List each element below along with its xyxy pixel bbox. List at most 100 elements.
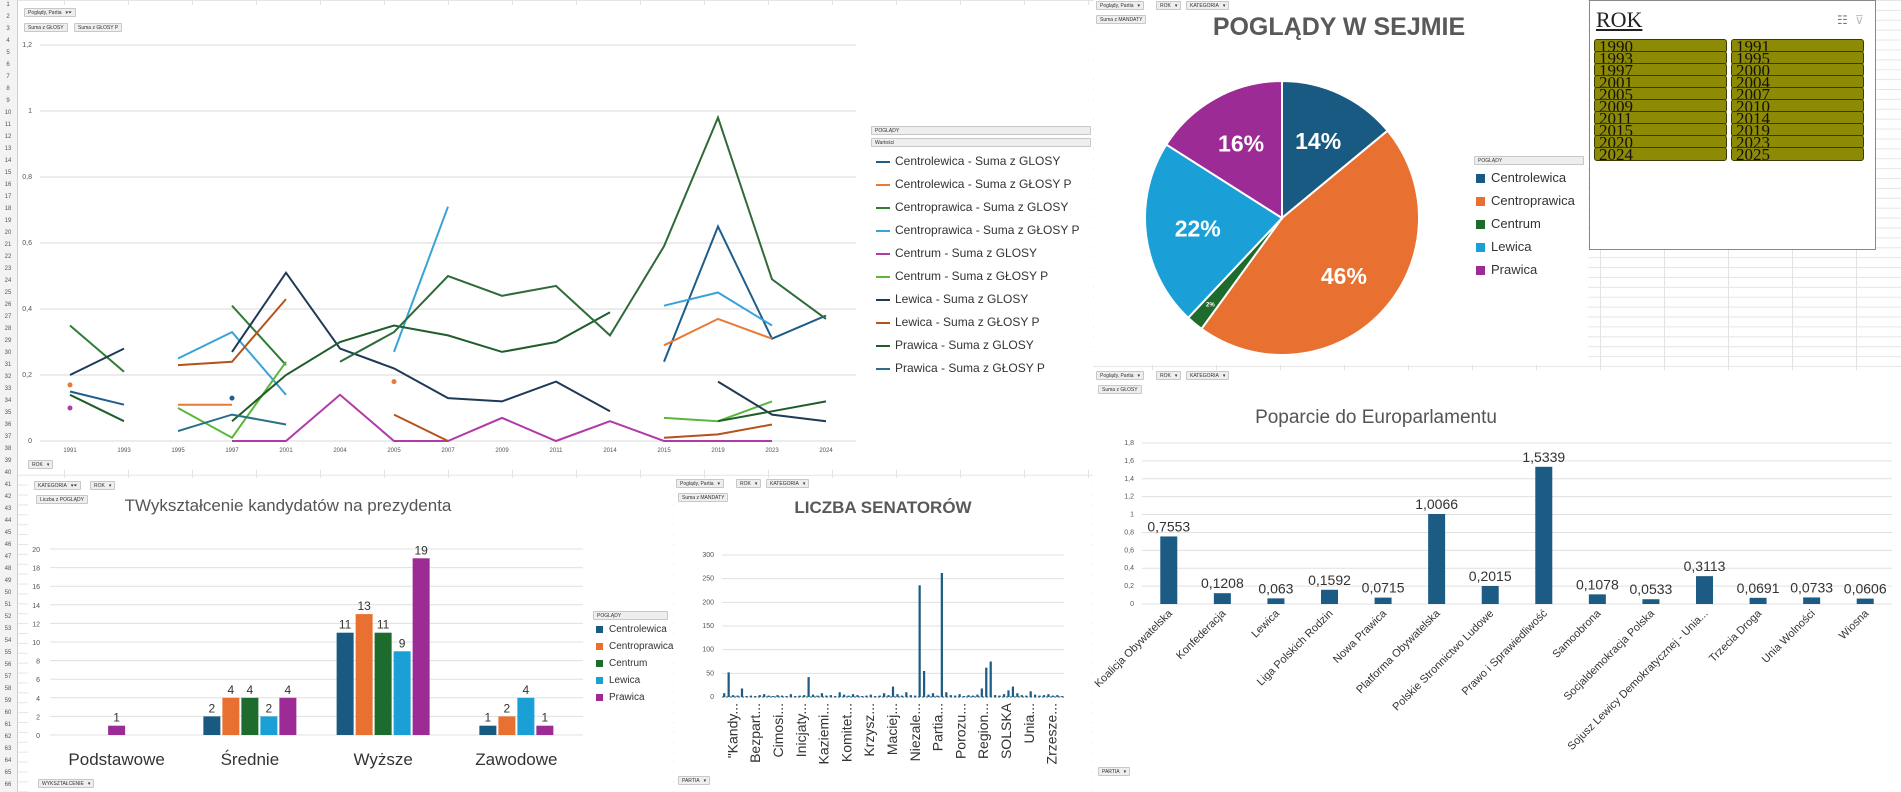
row-number[interactable]: 54 [4, 638, 12, 644]
bar[interactable] [998, 695, 1001, 697]
line-chart[interactable]: Poglądy, Partia ▾⏷ Suma z GŁOSY Suma z GŁ… [18, 5, 1093, 470]
senators-chart[interactable]: Poglądy, Partia ▾ ROK ▾ KATEGORIA ▾ Suma z … [674, 478, 1092, 792]
legend-entry[interactable]: Prawica [1476, 262, 1537, 277]
bar[interactable] [731, 695, 735, 697]
bar[interactable] [927, 694, 930, 697]
series-line[interactable] [231, 270, 611, 413]
legend-entry[interactable]: Centroprawica - Suma z GLOSY [876, 200, 1068, 214]
row-number[interactable]: 61 [4, 722, 12, 728]
slicer-item[interactable]: 2024 [1594, 147, 1727, 161]
row-number[interactable]: 25 [4, 290, 12, 296]
bar[interactable] [260, 716, 278, 735]
bar[interactable] [767, 695, 770, 697]
row-number[interactable]: 42 [4, 494, 12, 500]
pie-filter-button-2[interactable]: ROK ▾ [1156, 1, 1182, 10]
bar[interactable] [887, 695, 890, 697]
row-number[interactable]: 28 [4, 326, 12, 332]
pie-slice[interactable] [1281, 79, 1389, 221]
bar[interactable] [412, 558, 430, 735]
bar[interactable] [865, 695, 868, 697]
row-number[interactable]: 7 [6, 74, 10, 80]
slicer-item[interactable]: 2023 [1731, 135, 1864, 149]
bar[interactable] [789, 694, 792, 697]
row-number[interactable]: 64 [4, 758, 12, 764]
edu-filter-button-1[interactable]: KATEGORIA ▾⏷ [34, 481, 82, 490]
pie-slice[interactable] [1164, 79, 1283, 220]
bar[interactable] [825, 695, 828, 697]
row-number[interactable]: 4 [6, 38, 10, 44]
legend-entry[interactable]: Lewica [1476, 239, 1531, 254]
bar[interactable] [1047, 694, 1050, 697]
bar[interactable] [856, 695, 859, 697]
series-line-point[interactable] [391, 379, 397, 385]
filter-button[interactable]: Poglądy, Partia ▾⏷ [24, 8, 77, 17]
row-number[interactable]: 19 [4, 218, 12, 224]
edu-filter-button-2[interactable]: ROK ▾ [90, 481, 116, 490]
row-number[interactable]: 8 [6, 86, 10, 92]
bar[interactable] [1213, 593, 1231, 604]
legend-entry[interactable]: Lewica [596, 675, 640, 686]
bar[interactable] [914, 695, 917, 697]
edu-axis-button[interactable]: WYKSZTAŁCENIE ▾ [38, 779, 95, 788]
row-number[interactable]: 53 [4, 626, 12, 632]
legend-entry[interactable]: Lewica - Suma z GŁOSY P [876, 315, 1040, 329]
bar[interactable] [900, 695, 903, 697]
bar[interactable] [749, 695, 752, 697]
bar[interactable] [869, 694, 872, 697]
series-line-point[interactable] [67, 405, 73, 411]
bar[interactable] [736, 695, 739, 697]
row-number[interactable]: 15 [4, 170, 12, 176]
legend-entry[interactable]: Prawica - Suma z GLOSY [876, 338, 1034, 352]
row-number[interactable]: 2 [6, 14, 10, 20]
bar[interactable] [851, 694, 855, 697]
series-line[interactable] [663, 224, 827, 363]
pie-filter-button-1[interactable]: Poglądy, Partia ▾ [1096, 1, 1145, 10]
edu-value-button[interactable]: Liczba z POGLĄDY [36, 495, 88, 504]
bar[interactable] [1588, 594, 1606, 604]
euro-chart[interactable]: Poglądy, Partia ▾ ROK ▾ KATEGORIA ▾ Suma z … [1093, 370, 1901, 792]
legend-entry[interactable]: Centrum - Suma z GLOSY [876, 246, 1037, 260]
bar[interactable] [1374, 597, 1392, 604]
row-number[interactable]: 39 [4, 458, 12, 464]
bar[interactable] [1051, 695, 1055, 697]
row-number[interactable]: 33 [4, 386, 12, 392]
row-number[interactable]: 51 [4, 602, 12, 608]
bar[interactable] [1034, 694, 1037, 697]
row-number[interactable]: 3 [6, 26, 10, 32]
bar[interactable] [945, 692, 948, 697]
multi-select-icon[interactable]: ☷ [1837, 13, 1848, 27]
bar[interactable] [989, 661, 992, 698]
bar[interactable] [108, 725, 126, 735]
legend-entry[interactable]: Centrum - Suma z GŁOSY P [876, 269, 1048, 283]
euro-value-button[interactable]: Suma z GŁOSY [1098, 385, 1142, 394]
series-line[interactable] [663, 291, 773, 327]
row-number[interactable]: 16 [4, 182, 12, 188]
bar[interactable] [896, 694, 899, 697]
bar[interactable] [1160, 536, 1178, 604]
row-number[interactable]: 45 [4, 530, 12, 536]
bar[interactable] [1535, 466, 1553, 604]
row-number[interactable]: 34 [4, 398, 12, 404]
row-number[interactable]: 23 [4, 266, 12, 272]
bar[interactable] [536, 725, 554, 735]
bar[interactable] [1016, 693, 1019, 697]
legend-entry[interactable]: Centrolewica [1476, 170, 1566, 185]
euro-filter-button-2[interactable]: ROK ▾ [1156, 371, 1182, 380]
row-number[interactable]: 38 [4, 446, 12, 452]
row-number[interactable]: 48 [4, 566, 12, 572]
row-number[interactable]: 59 [4, 698, 12, 704]
row-number[interactable]: 50 [4, 590, 12, 596]
bar[interactable] [843, 694, 846, 697]
bar[interactable] [878, 695, 881, 697]
row-number[interactable]: 18 [4, 206, 12, 212]
bar[interactable] [1020, 695, 1023, 697]
legend-entry[interactable]: Prawica - Suma z GŁOSY P [876, 361, 1045, 375]
row-number[interactable]: 66 [4, 782, 12, 788]
legend-field-button[interactable]: POGLĄDY [871, 126, 1091, 135]
row-number[interactable]: 36 [4, 422, 12, 428]
row-number[interactable]: 32 [4, 374, 12, 380]
bar[interactable] [1042, 695, 1046, 697]
legend-entry[interactable]: Prawica [596, 692, 645, 703]
bar[interactable] [922, 670, 926, 697]
row-number[interactable]: 9 [6, 98, 10, 104]
